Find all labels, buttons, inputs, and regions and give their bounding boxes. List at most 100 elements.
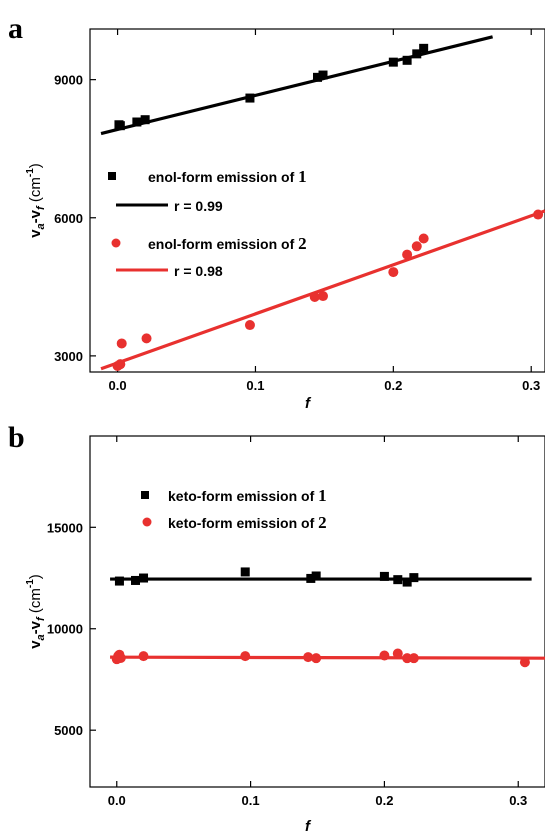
panel-a-plot-frame xyxy=(89,28,545,373)
panel-a-y-tick-label: 9000 xyxy=(54,73,83,88)
panel-a-letter: a xyxy=(8,12,23,45)
panel-a-series-2-point xyxy=(418,233,429,244)
panel-a-x-tick-label: 0.1 xyxy=(246,378,264,393)
panel-b-y-label-sub1: a xyxy=(35,634,47,640)
panel-a-y-label-mid: -v xyxy=(27,209,44,223)
panel-a-series-1-fit-line xyxy=(100,35,493,136)
panel-a-series-1-point xyxy=(313,72,322,82)
panel-b-series-1-legend-label: keto-form emission of 1 xyxy=(168,486,327,505)
panel-b-y-axis-label: va-vf (cm-1) xyxy=(25,574,47,649)
panel-b-y-tick-label: 10000 xyxy=(47,622,83,637)
panel-b-series-2-legend-label-text: keto-form emission of xyxy=(168,515,318,531)
panel-b-x-tick-label: 0.0 xyxy=(108,793,126,808)
panel-b-series-2-legend-label: keto-form emission of 2 xyxy=(168,513,327,532)
panel-b-y-tick-label: 5000 xyxy=(54,723,83,738)
panel-a-series-1-point xyxy=(388,57,398,67)
panel-b-y-label-sub2: f xyxy=(35,616,47,621)
panel-b-x-tick-label: 0.2 xyxy=(375,793,393,808)
panel-a-series-2-legend-fit-label: r = 0.98 xyxy=(174,263,223,279)
panel-a-series-1-point xyxy=(115,121,125,131)
panel-b-series-1-point xyxy=(139,573,149,583)
panel-b-series-1-legend-label-text: keto-form emission of xyxy=(168,488,318,504)
panel-b-series-2-fit-line xyxy=(110,655,545,660)
panel-a-series-1-legend-label: enol-form emission of 1 xyxy=(148,167,307,186)
panel-b-data xyxy=(110,567,545,668)
panel-a-x-tick-label: 0.2 xyxy=(384,378,402,393)
panel-a-data xyxy=(100,35,545,372)
panel-b-series-2-point xyxy=(240,651,251,662)
panel-a-series-2-point xyxy=(309,291,320,302)
panel-a-series-1-point xyxy=(140,115,150,125)
panel-a-y-label-sub2: f xyxy=(35,205,47,210)
panel-b-series-2-point xyxy=(138,651,149,662)
panel-a-series-1-point xyxy=(245,93,255,103)
panel-b-y-label-base: v xyxy=(27,640,44,649)
panel-a-series-2-point xyxy=(244,320,255,331)
panel-a-series-2-point xyxy=(318,291,329,302)
panel-a-x-tick-label: 0.3 xyxy=(522,378,540,393)
panel-a-y-label-base: v xyxy=(27,229,44,238)
panel-b-series-1-point xyxy=(379,571,389,581)
panel-a-y-tick-label: 6000 xyxy=(54,211,83,226)
panel-a-series-1-point xyxy=(419,43,429,53)
panel-b-y-tick-label: 15000 xyxy=(47,520,83,535)
panel-b-series-2-point xyxy=(311,653,322,664)
panel-a-series-2-point xyxy=(388,267,399,278)
panel-a-y-tick-label: 3000 xyxy=(54,349,83,364)
panel-b-series-1-point xyxy=(393,575,403,585)
panel-b-series-2-legend-marker xyxy=(142,517,152,527)
panel-b-series-1-point xyxy=(306,573,316,583)
panel-a-series-2-legend-label-text: enol-form emission of xyxy=(148,236,298,252)
panel-b-x-axis-label: f xyxy=(305,818,312,835)
panel-a-series-1-point xyxy=(132,117,142,127)
panel-a-series-1-legend-label-text: enol-form emission of xyxy=(148,169,298,185)
panel-a-y-label-sub1: a xyxy=(35,223,47,229)
panel-b-series-1-point xyxy=(402,577,412,587)
panel-b-plot-frame xyxy=(89,435,545,788)
panel-a-y-label-unit-open: (cm xyxy=(27,177,44,206)
panel-a-series-2-point xyxy=(116,338,127,349)
panel-a-y-label-unit-close: ) xyxy=(27,163,44,168)
panel-b-series-1-point xyxy=(131,575,140,585)
panel-b-series-1-legend-marker xyxy=(141,491,149,499)
panel-a-series-1-point xyxy=(318,70,328,80)
panel-a-series-1-legend-fit-label: r = 0.99 xyxy=(174,198,223,214)
panel-b-y-label-mid: -v xyxy=(27,620,44,634)
panel-b-y-label-unit-close: ) xyxy=(27,574,44,579)
panel-b-series-1-point xyxy=(240,567,250,577)
panel-b-series-2-point xyxy=(303,652,314,663)
panel-a-x-axis-label: f xyxy=(305,395,312,412)
panel-b-series-2-point xyxy=(115,652,126,663)
panel-a-series-2-legend-marker xyxy=(111,238,121,248)
panel-a-series-2-point xyxy=(411,241,422,252)
panel-a-series-2-point xyxy=(115,359,126,370)
panel-b-series-1-point xyxy=(409,573,419,583)
panel-a-series-2-fit-line xyxy=(100,209,545,371)
panel-b-series-2-legend-label-number: 2 xyxy=(318,513,327,532)
panel-b-y-label-unit-sup: -1 xyxy=(25,579,36,588)
panel-a-y-axis-label: va-vf (cm-1) xyxy=(25,163,47,238)
panel-b-series-2-point xyxy=(392,648,403,659)
panel-b-x-tick-label: 0.1 xyxy=(242,793,260,808)
panel-a-series-2-legend-label: enol-form emission of 2 xyxy=(148,234,307,253)
panel-a-series-2-point xyxy=(402,249,413,260)
panel-a-series-1-point xyxy=(412,49,422,59)
panel-a-x-tick-label: 0.0 xyxy=(109,378,127,393)
panel-a-series-2-point xyxy=(533,209,544,220)
panel-a-series-2-legend-label-number: 2 xyxy=(298,234,307,253)
panel-b-letter: b xyxy=(8,421,25,454)
panel-b-x-tick-label: 0.3 xyxy=(509,793,527,808)
panel-b-series-1-point xyxy=(311,571,321,581)
panel-a-series-1-legend-label-number: 1 xyxy=(298,167,307,186)
panel-a-series-2-point xyxy=(141,333,152,344)
panel-b-series-2-point xyxy=(408,653,419,664)
panel-a-y-label-unit-sup: -1 xyxy=(25,168,36,177)
panel-b-series-2-point xyxy=(379,650,390,661)
panel-b-series-1-point xyxy=(114,576,124,586)
panel-a-series-1-legend-marker xyxy=(108,172,116,180)
panel-b-series-2-point xyxy=(519,657,530,668)
panel-a-series-1-point xyxy=(402,55,412,65)
